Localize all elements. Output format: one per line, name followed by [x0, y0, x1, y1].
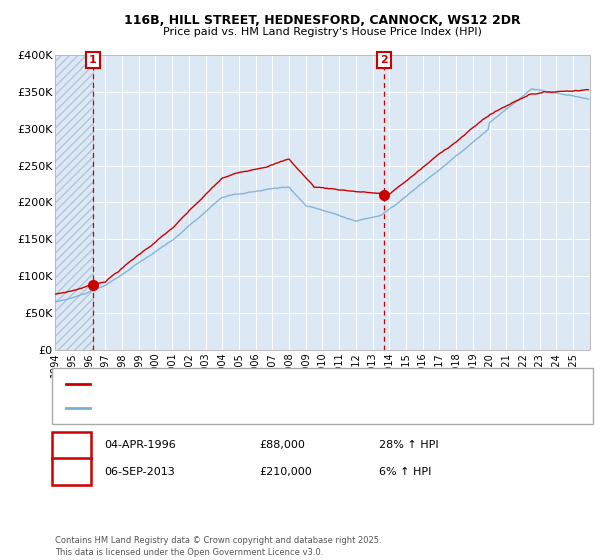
Text: 04-APR-1996: 04-APR-1996 [104, 440, 176, 450]
Text: 6% ↑ HPI: 6% ↑ HPI [379, 466, 431, 477]
Text: 28% ↑ HPI: 28% ↑ HPI [379, 440, 439, 450]
Text: 2: 2 [67, 465, 76, 478]
Text: 116B, HILL STREET, HEDNESFORD, CANNOCK, WS12 2DR: 116B, HILL STREET, HEDNESFORD, CANNOCK, … [124, 14, 521, 27]
Text: 1: 1 [67, 438, 76, 452]
Text: £210,000: £210,000 [259, 466, 312, 477]
Text: 2: 2 [380, 55, 388, 65]
Text: HPI: Average price, detached house, Cannock Chase: HPI: Average price, detached house, Cann… [94, 403, 368, 413]
Text: 06-SEP-2013: 06-SEP-2013 [104, 466, 175, 477]
Text: £88,000: £88,000 [259, 440, 305, 450]
Text: 1: 1 [89, 55, 97, 65]
Text: Contains HM Land Registry data © Crown copyright and database right 2025.
This d: Contains HM Land Registry data © Crown c… [55, 536, 382, 557]
Text: Price paid vs. HM Land Registry's House Price Index (HPI): Price paid vs. HM Land Registry's House … [163, 27, 482, 37]
Text: 116B, HILL STREET, HEDNESFORD, CANNOCK, WS12 2DR (detached house): 116B, HILL STREET, HEDNESFORD, CANNOCK, … [94, 379, 487, 389]
